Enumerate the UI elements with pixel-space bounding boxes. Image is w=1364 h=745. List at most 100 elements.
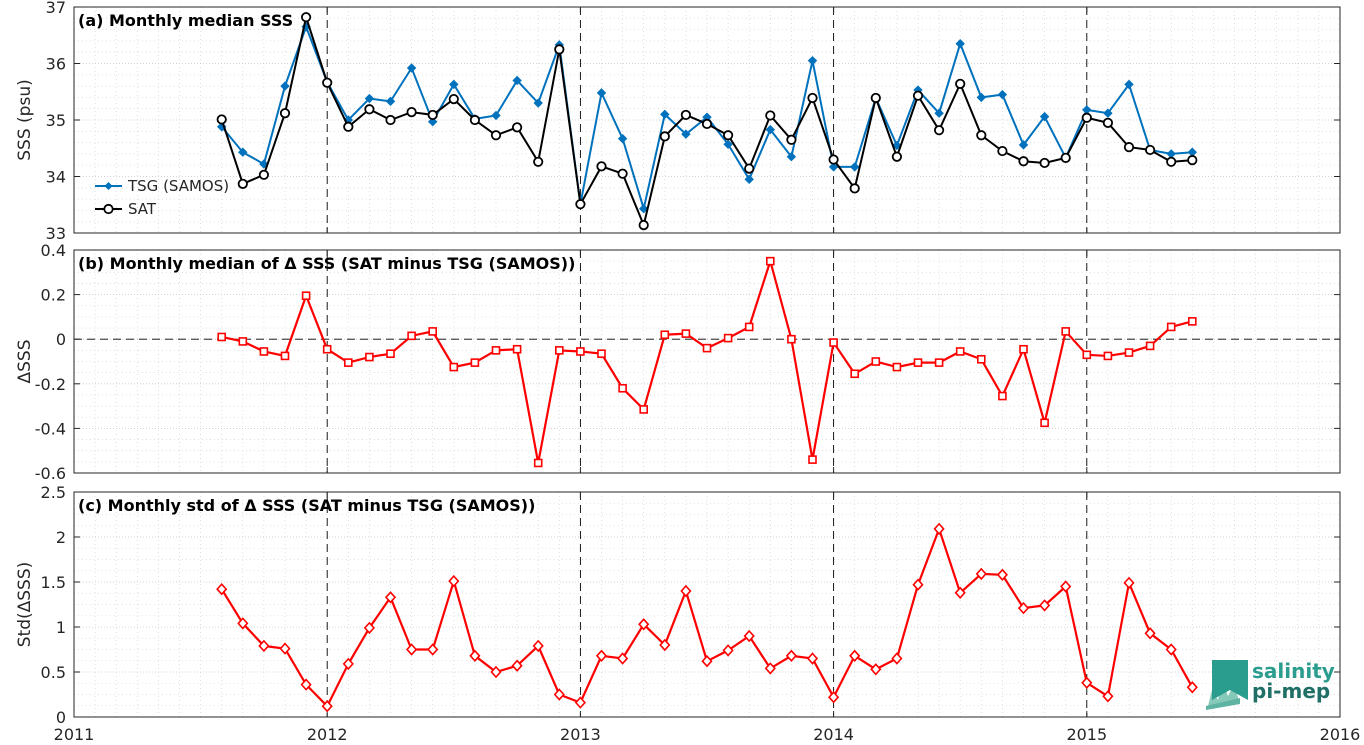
data-point [279, 642, 291, 655]
data-point [1017, 601, 1030, 615]
data-point [954, 586, 966, 599]
data-point [490, 665, 502, 679]
data-point [807, 92, 818, 104]
data-point [659, 131, 670, 142]
data-point [553, 688, 565, 701]
logo-text-salinity: salinity [1252, 659, 1335, 683]
data-point [237, 617, 249, 630]
data-point [849, 183, 860, 194]
data-point [385, 114, 396, 126]
data-point [617, 133, 628, 144]
y-tick-label: -0.4 [35, 419, 66, 438]
data-point [891, 652, 903, 665]
legend-marker [104, 182, 113, 190]
data-point [386, 349, 395, 358]
data-point [216, 583, 228, 596]
data-point [808, 455, 817, 464]
data-point [849, 162, 860, 172]
data-point [892, 140, 902, 151]
data-point [554, 44, 565, 55]
data-point [301, 291, 311, 301]
data-point [532, 639, 544, 653]
data-point [828, 154, 839, 165]
data-point [955, 78, 966, 89]
data-point [533, 98, 543, 108]
data-point [343, 358, 353, 367]
data-point [1124, 79, 1134, 90]
data-point [828, 691, 840, 704]
data-point [1082, 350, 1092, 360]
data-point [554, 346, 564, 355]
data-point [1166, 322, 1176, 332]
data-point [280, 81, 290, 91]
data-point [828, 162, 839, 172]
data-point [1060, 580, 1072, 593]
data-point [428, 327, 438, 336]
data-point [1039, 111, 1050, 122]
data-point [280, 351, 290, 361]
y-tick-label: 0.5 [41, 663, 66, 682]
data-point [786, 134, 797, 145]
data-point [511, 659, 523, 672]
x-tick-label: 2011 [54, 725, 95, 744]
data-point [491, 346, 501, 355]
data-point [596, 88, 607, 98]
data-point [511, 122, 523, 133]
data-point [639, 405, 649, 414]
data-point [976, 92, 987, 103]
data-point [365, 352, 374, 362]
data-point [743, 629, 755, 643]
data-point [659, 638, 671, 652]
data-point [258, 169, 269, 180]
data-point [1102, 117, 1114, 128]
data-point [1060, 152, 1071, 163]
data-point [660, 109, 670, 120]
data-point [406, 63, 417, 73]
data-point [1039, 599, 1051, 612]
x-tick-label: 2012 [307, 725, 348, 744]
data-point [342, 657, 354, 671]
data-point [787, 334, 796, 344]
data-point [1187, 155, 1198, 166]
data-point [998, 391, 1007, 401]
data-point [1166, 156, 1177, 167]
data-point [723, 139, 733, 150]
data-point [618, 383, 627, 393]
data-point [512, 75, 522, 86]
data-point [1144, 627, 1156, 640]
x-tick-label: 2016 [1320, 725, 1361, 744]
data-point [702, 343, 712, 353]
data-point [934, 358, 944, 367]
data-point [913, 358, 923, 367]
y-tick-label: 1 [56, 618, 66, 637]
data-point [934, 108, 944, 118]
data-point [449, 362, 459, 372]
data-point [237, 178, 248, 189]
data-point [765, 110, 776, 121]
y-tick-label: 1.5 [41, 573, 66, 592]
y-tick-label: 0.2 [41, 286, 66, 305]
data-point [258, 639, 270, 653]
data-point [406, 643, 418, 656]
legend-label: TSG (SAMOS) [127, 177, 229, 195]
data-point [1123, 576, 1135, 590]
data-point [660, 330, 670, 340]
data-point [427, 116, 438, 127]
data-point [1081, 676, 1093, 689]
data-point [448, 93, 459, 105]
data-point [806, 652, 819, 665]
data-point [384, 591, 397, 604]
data-point [512, 344, 522, 354]
y-tick-label: 2.5 [41, 483, 66, 502]
data-point [575, 199, 586, 210]
data-point [448, 574, 460, 588]
data-point [829, 338, 838, 347]
data-point [364, 104, 375, 115]
data-point [574, 696, 586, 709]
data-point [617, 168, 628, 179]
data-point [871, 357, 881, 366]
panel-title: (a) Monthly median SSS [78, 11, 293, 30]
data-point [363, 621, 375, 635]
data-point [976, 130, 987, 141]
data-point [427, 643, 439, 656]
